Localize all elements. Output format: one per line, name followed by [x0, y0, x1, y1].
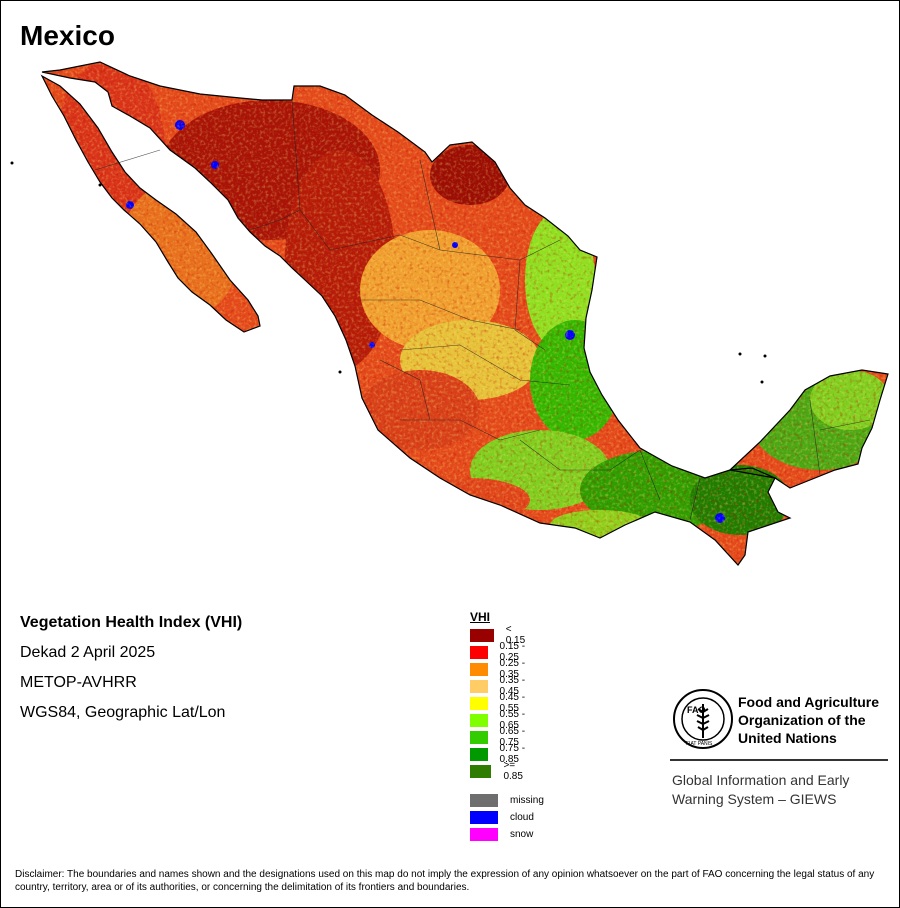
legend-swatch	[470, 662, 488, 676]
legend-heading: VHI	[470, 610, 491, 624]
legend-item: < 0.15	[470, 624, 529, 646]
legend-label: 0.35 - 0.45	[499, 675, 526, 697]
legend-label: 0.75 - 0.85	[499, 743, 526, 765]
legend-label: cloud	[510, 811, 534, 823]
legend-swatch	[470, 827, 498, 841]
map-info: Vegetation Health Index (VHI) Dekad 2 Ap…	[20, 614, 242, 734]
legend-label: 0.65 - 0.75	[499, 726, 526, 748]
organization-name: Food and Agriculture Organization of the…	[738, 693, 898, 747]
legend-label: 0.15 - 0.25	[499, 641, 526, 663]
legend-swatch	[470, 730, 488, 744]
legend-item: 0.55 - 0.65	[470, 709, 529, 731]
legend-item: missing	[470, 793, 544, 807]
org-name-line1: Food and Agriculture	[738, 694, 880, 710]
legend-item: 0.75 - 0.85	[470, 743, 529, 765]
projection-label: WGS84, Geographic Lat/Lon	[20, 704, 226, 721]
legend-label: 0.45 - 0.55	[499, 692, 526, 714]
vhi-map	[10, 61, 889, 566]
giews-line1: Global Information and Early	[672, 772, 850, 788]
legend-swatch	[470, 645, 488, 659]
giews-line2: Warning System – GIEWS	[672, 791, 837, 807]
vhi-legend: VHI < 0.15 0.15 - 0.25 0.25 - 0.35 0.35 - 0…	[470, 610, 544, 841]
legend-swatch	[470, 679, 488, 693]
legend-swatch	[470, 764, 492, 778]
legend-item: >= 0.85	[470, 760, 529, 782]
fao-logo-icon: FAO FIAT PANIS	[673, 689, 733, 749]
period-label: Dekad 2 April 2025	[20, 644, 156, 661]
product-name: Vegetation Health Index (VHI)	[20, 614, 243, 631]
legend-swatch	[470, 747, 488, 761]
divider	[670, 759, 888, 761]
disclaimer: Disclaimer: The boundaries and names sho…	[15, 869, 875, 893]
legend-label: missing	[510, 794, 544, 806]
legend-item: 0.45 - 0.55	[470, 692, 529, 714]
legend-label: 0.25 - 0.35	[499, 658, 526, 680]
legend-swatch	[470, 696, 488, 710]
map-title: Mexico	[20, 20, 115, 51]
legend-swatch	[470, 713, 488, 727]
legend-label: >= 0.85	[503, 760, 523, 782]
logo-motto: FIAT PANIS	[686, 741, 713, 747]
giews-label: Global Information and Early Warning Sys…	[672, 771, 892, 809]
sensor-label: METOP-AVHRR	[20, 674, 137, 691]
legend-item: cloud	[470, 810, 534, 824]
legend-label: 0.55 - 0.65	[499, 709, 526, 731]
legend-swatch	[470, 793, 498, 807]
legend-label: < 0.15	[505, 624, 526, 646]
legend-item: 0.25 - 0.35	[470, 658, 529, 680]
legend-swatch	[470, 810, 498, 824]
logo-letters: FAO	[687, 705, 706, 715]
legend-label: snow	[510, 828, 534, 840]
legend-item: 0.65 - 0.75	[470, 726, 529, 748]
legend-swatch	[470, 628, 494, 642]
legend-item: 0.35 - 0.45	[470, 675, 529, 697]
org-name-line3: United Nations	[738, 730, 837, 746]
legend-item: 0.15 - 0.25	[470, 641, 529, 663]
legend-item: snow	[470, 827, 533, 841]
org-name-line2: Organization of the	[738, 712, 866, 728]
